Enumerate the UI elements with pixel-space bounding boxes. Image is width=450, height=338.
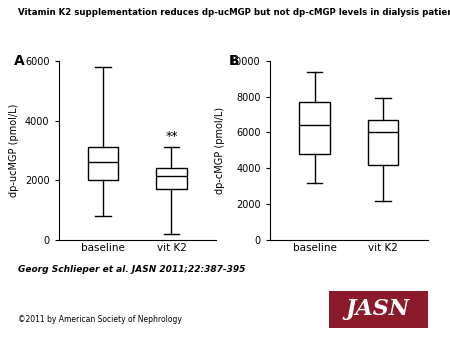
Text: JASN: JASN <box>346 298 410 320</box>
Y-axis label: dp-cMGP (pmol/L): dp-cMGP (pmol/L) <box>215 107 225 194</box>
Text: Vitamin K2 supplementation reduces dp-ucMGP but not dp-cMGP levels in dialysis p: Vitamin K2 supplementation reduces dp-uc… <box>18 8 450 18</box>
PathPatch shape <box>299 102 330 154</box>
Text: A: A <box>14 54 25 68</box>
PathPatch shape <box>368 120 398 165</box>
Text: **: ** <box>165 130 178 143</box>
Y-axis label: dp-ucMGP (pmol/L): dp-ucMGP (pmol/L) <box>9 104 19 197</box>
PathPatch shape <box>156 168 187 189</box>
PathPatch shape <box>88 147 118 180</box>
Text: Georg Schlieper et al. JASN 2011;22:387-395: Georg Schlieper et al. JASN 2011;22:387-… <box>18 265 245 274</box>
Text: B: B <box>229 54 240 68</box>
Text: ©2011 by American Society of Nephrology: ©2011 by American Society of Nephrology <box>18 315 182 324</box>
